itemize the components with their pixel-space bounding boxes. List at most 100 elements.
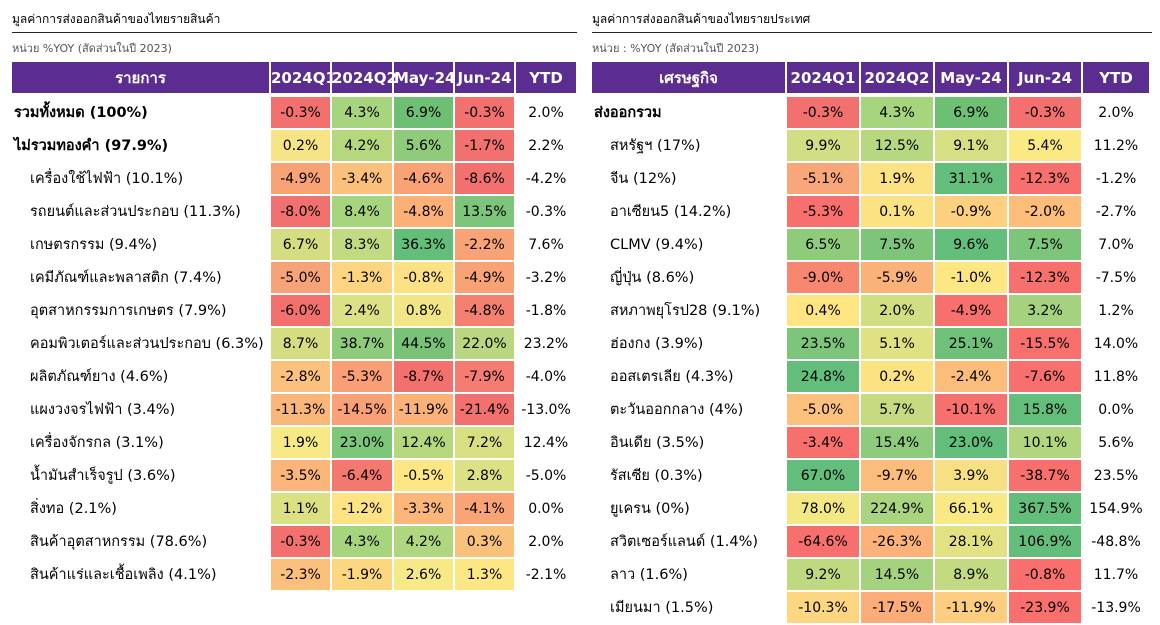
table-row: ส่งออกรวม -0.3% 4.3% 6.9% -0.3% 2.0% xyxy=(592,93,1151,130)
table-row: จีน (12%) -5.1% 1.9% 31.1% -12.3% -1.2% xyxy=(592,162,1151,196)
header-ytd: YTD xyxy=(1082,62,1151,95)
ytd-cell: -2.1% xyxy=(515,558,578,592)
table-row: ฮ่องกง (3.9%) 23.5% 5.1% 25.1% -15.5% 14.0% xyxy=(592,327,1151,361)
heatmap-cell: -5.3% xyxy=(331,360,394,394)
row-label: ผลิตภัณฑ์ยาง (4.6%) xyxy=(12,360,271,394)
table-row: สหภาพยุโรป28 (9.1%) 0.4% 2.0% -4.9% 3.2% 1.2% xyxy=(592,294,1151,328)
ytd-cell: 0.0% xyxy=(515,492,578,526)
heatmap-cell: -11.9% xyxy=(934,591,1009,625)
title-underline xyxy=(12,32,577,33)
table-row: ผลิตภัณฑ์ยาง (4.6%) -2.8% -5.3% -8.7% -7.9% -… xyxy=(12,360,578,394)
heatmap-cell: -0.9% xyxy=(934,195,1009,229)
ytd-cell: 12.4% xyxy=(515,426,578,460)
header-may-24: May-24 xyxy=(393,62,455,95)
heatmap-cell: 12.5% xyxy=(860,129,935,163)
row-label: สวิตเซอร์แลนด์ (1.4%) xyxy=(592,525,787,559)
ytd-cell: 11.8% xyxy=(1082,360,1151,394)
ytd-cell: 2.2% xyxy=(515,129,578,163)
heatmap-cell: -12.3% xyxy=(1008,261,1083,295)
heatmap-cell: 78.0% xyxy=(786,492,861,526)
header-2024q1: 2024Q1 xyxy=(270,62,336,95)
heatmap-cell: -15.5% xyxy=(1008,327,1083,361)
heatmap-cell: -11.9% xyxy=(393,393,455,427)
ytd-cell: -2.7% xyxy=(1082,195,1151,229)
table-row: รถยนต์และส่วนประกอบ (11.3%) -8.0% 8.4% -4.8… xyxy=(12,195,578,229)
heatmap-cell: 7.5% xyxy=(1008,228,1083,262)
heatmap-cell: -2.3% xyxy=(270,558,332,592)
heatmap-cell: 5.4% xyxy=(1008,129,1083,163)
heatmap-cell: -3.4% xyxy=(331,162,394,196)
heatmap-cell: -8.6% xyxy=(454,162,516,196)
heatmap-cell: -0.3% xyxy=(1008,93,1083,130)
heatmap-cell: 367.5% xyxy=(1008,492,1083,526)
heatmap-cell: -5.3% xyxy=(786,195,861,229)
heatmap-cell: -4.6% xyxy=(393,162,455,196)
table-header-row: รายการ 2024Q1 2024Q2 May-24 Jun-24 YTD xyxy=(12,62,578,95)
row-label: รถยนต์และส่วนประกอบ (11.3%) xyxy=(12,195,271,229)
row-label: เมียนมา (1.5%) xyxy=(592,591,787,625)
heatmap-cell: -4.9% xyxy=(270,162,332,196)
heatmap-cell: 36.3% xyxy=(393,228,455,262)
unit-note: หน่วย : %YOY (สัดส่วนในปี 2023) xyxy=(592,42,760,55)
heatmap-cell: -10.1% xyxy=(934,393,1009,427)
heatmap-cell: 4.2% xyxy=(331,129,394,163)
ytd-cell: -4.2% xyxy=(515,162,578,196)
header-jun-24: Jun-24 xyxy=(1008,62,1083,95)
heatmap-cell: 2.0% xyxy=(860,294,935,328)
heatmap-cell: 8.3% xyxy=(331,228,394,262)
heatmap-cell: 8.7% xyxy=(270,327,332,361)
heatmap-cell: 31.1% xyxy=(934,162,1009,196)
heatmap-cell: -0.8% xyxy=(393,261,455,295)
country-export-table: เศรษฐกิจ 2024Q1 2024Q2 May-24 Jun-24 YTD… xyxy=(592,62,1151,625)
row-label: ยูเครน (0%) xyxy=(592,492,787,526)
header-ytd: YTD xyxy=(515,62,578,95)
ytd-cell: 7.6% xyxy=(515,228,578,262)
heatmap-cell: 7.5% xyxy=(860,228,935,262)
row-label: ไม่รวมทองคำ (97.9%) xyxy=(12,129,271,163)
ytd-cell: -3.2% xyxy=(515,261,578,295)
table-row: CLMV (9.4%) 6.5% 7.5% 9.6% 7.5% 7.0% xyxy=(592,228,1151,262)
heatmap-cell: 0.2% xyxy=(860,360,935,394)
heatmap-cell: -7.6% xyxy=(1008,360,1083,394)
heatmap-cell: -23.9% xyxy=(1008,591,1083,625)
table-row: สวิตเซอร์แลนด์ (1.4%) -64.6% -26.3% 28.1% 10… xyxy=(592,525,1151,559)
table-header-row: เศรษฐกิจ 2024Q1 2024Q2 May-24 Jun-24 YTD xyxy=(592,62,1151,95)
heatmap-cell: -0.3% xyxy=(786,93,861,130)
heatmap-cell: 1.9% xyxy=(860,162,935,196)
heatmap-cell: 3.9% xyxy=(934,459,1009,493)
heatmap-cell: -7.9% xyxy=(454,360,516,394)
ytd-cell: 0.0% xyxy=(1082,393,1151,427)
ytd-cell: 5.6% xyxy=(1082,426,1151,460)
heatmap-cell: -0.8% xyxy=(1008,558,1083,592)
heatmap-cell: 38.7% xyxy=(331,327,394,361)
row-label: รัสเซีย (0.3%) xyxy=(592,459,787,493)
heatmap-cell: 9.1% xyxy=(934,129,1009,163)
heatmap-cell: -4.8% xyxy=(393,195,455,229)
row-label: รวมทั้งหมด (100%) xyxy=(12,93,271,130)
heatmap-cell: -4.1% xyxy=(454,492,516,526)
heatmap-cell: 2.8% xyxy=(454,459,516,493)
heatmap-cell: -9.0% xyxy=(786,261,861,295)
ytd-cell: 154.9% xyxy=(1082,492,1151,526)
table-row: ตะวันออกกลาง (4%) -5.0% 5.7% -10.1% 15.8% 0.0… xyxy=(592,393,1151,427)
heatmap-cell: 2.4% xyxy=(331,294,394,328)
heatmap-cell: -3.4% xyxy=(786,426,861,460)
header-2024q1: 2024Q1 xyxy=(786,62,861,95)
row-label: ฮ่องกง (3.9%) xyxy=(592,327,787,361)
heatmap-cell: -0.3% xyxy=(270,525,332,559)
ytd-cell: 11.2% xyxy=(1082,129,1151,163)
table-row: ญี่ปุ่น (8.6%) -9.0% -5.9% -1.0% -12.3% -7.5% xyxy=(592,261,1151,295)
table-row: สินค้าแร่และเชื้อเพลิง (4.1%) -2.3% -1.9% 2… xyxy=(12,558,578,592)
heatmap-cell: -2.0% xyxy=(1008,195,1083,229)
table-row: เกษตรกรรม (9.4%) 6.7% 8.3% 36.3% -2.2% 7.6% xyxy=(12,228,578,262)
panel-title: มูลค่าการส่งออกสินค้าของไทยรายประเทศ xyxy=(592,12,811,26)
heatmap-cell: -3.3% xyxy=(393,492,455,526)
heatmap-cell: -38.7% xyxy=(1008,459,1083,493)
row-label: ตะวันออกกลาง (4%) xyxy=(592,393,787,427)
heatmap-cell: 1.1% xyxy=(270,492,332,526)
ytd-cell: -7.5% xyxy=(1082,261,1151,295)
heatmap-cell: 0.8% xyxy=(393,294,455,328)
heatmap-cell: -4.8% xyxy=(454,294,516,328)
heatmap-cell: -12.3% xyxy=(1008,162,1083,196)
heatmap-cell: 7.2% xyxy=(454,426,516,460)
